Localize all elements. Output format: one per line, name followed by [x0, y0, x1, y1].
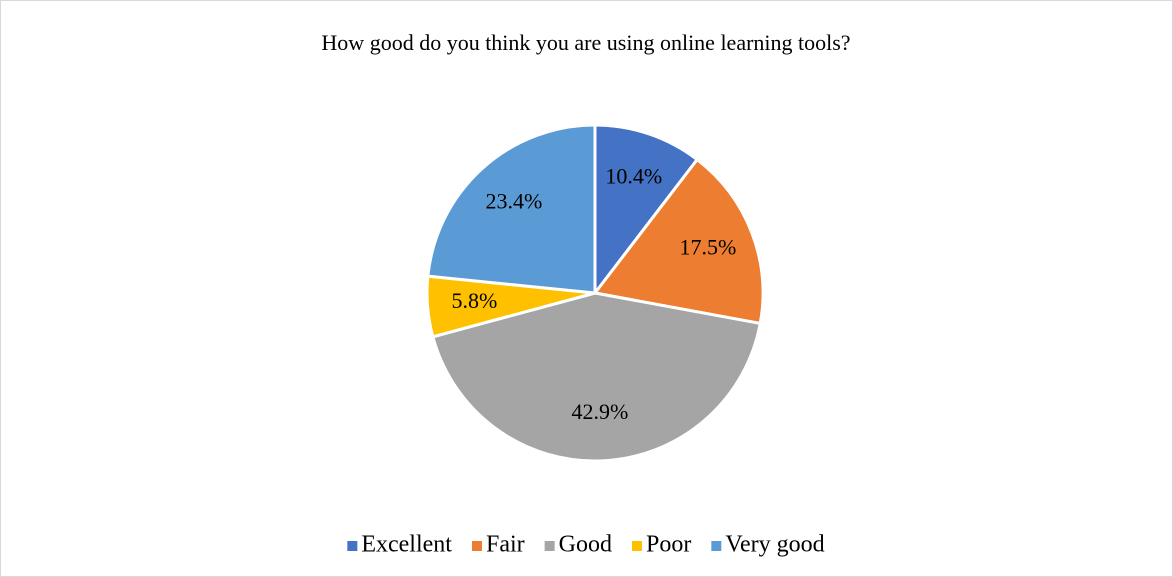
data-label: 17.5%: [679, 235, 736, 260]
legend-label: Excellent: [361, 532, 452, 558]
legend-label: Very good: [725, 532, 824, 558]
data-label: 42.9%: [572, 399, 629, 424]
legend: Excellent Fair Good Poor Very good: [347, 532, 825, 558]
pie-slice: [593, 123, 700, 298]
data-label: 10.4%: [605, 163, 662, 188]
chart-title: How good do you think you are using onli…: [321, 30, 850, 55]
legend-swatch: [347, 541, 358, 551]
pie-slice: [426, 123, 597, 295]
legend-swatch: [544, 541, 555, 551]
pie-slice: [430, 291, 762, 463]
legend-swatch: [711, 541, 722, 551]
legend-label: Poor: [646, 532, 691, 558]
legend-label: Good: [559, 532, 612, 558]
pie-slice: [592, 157, 765, 326]
data-label: 23.4%: [485, 188, 542, 213]
legend-label: Fair: [486, 532, 525, 558]
data-label: 5.8%: [452, 288, 498, 313]
legend-swatch: [631, 541, 642, 551]
legend-swatch: [471, 541, 482, 551]
